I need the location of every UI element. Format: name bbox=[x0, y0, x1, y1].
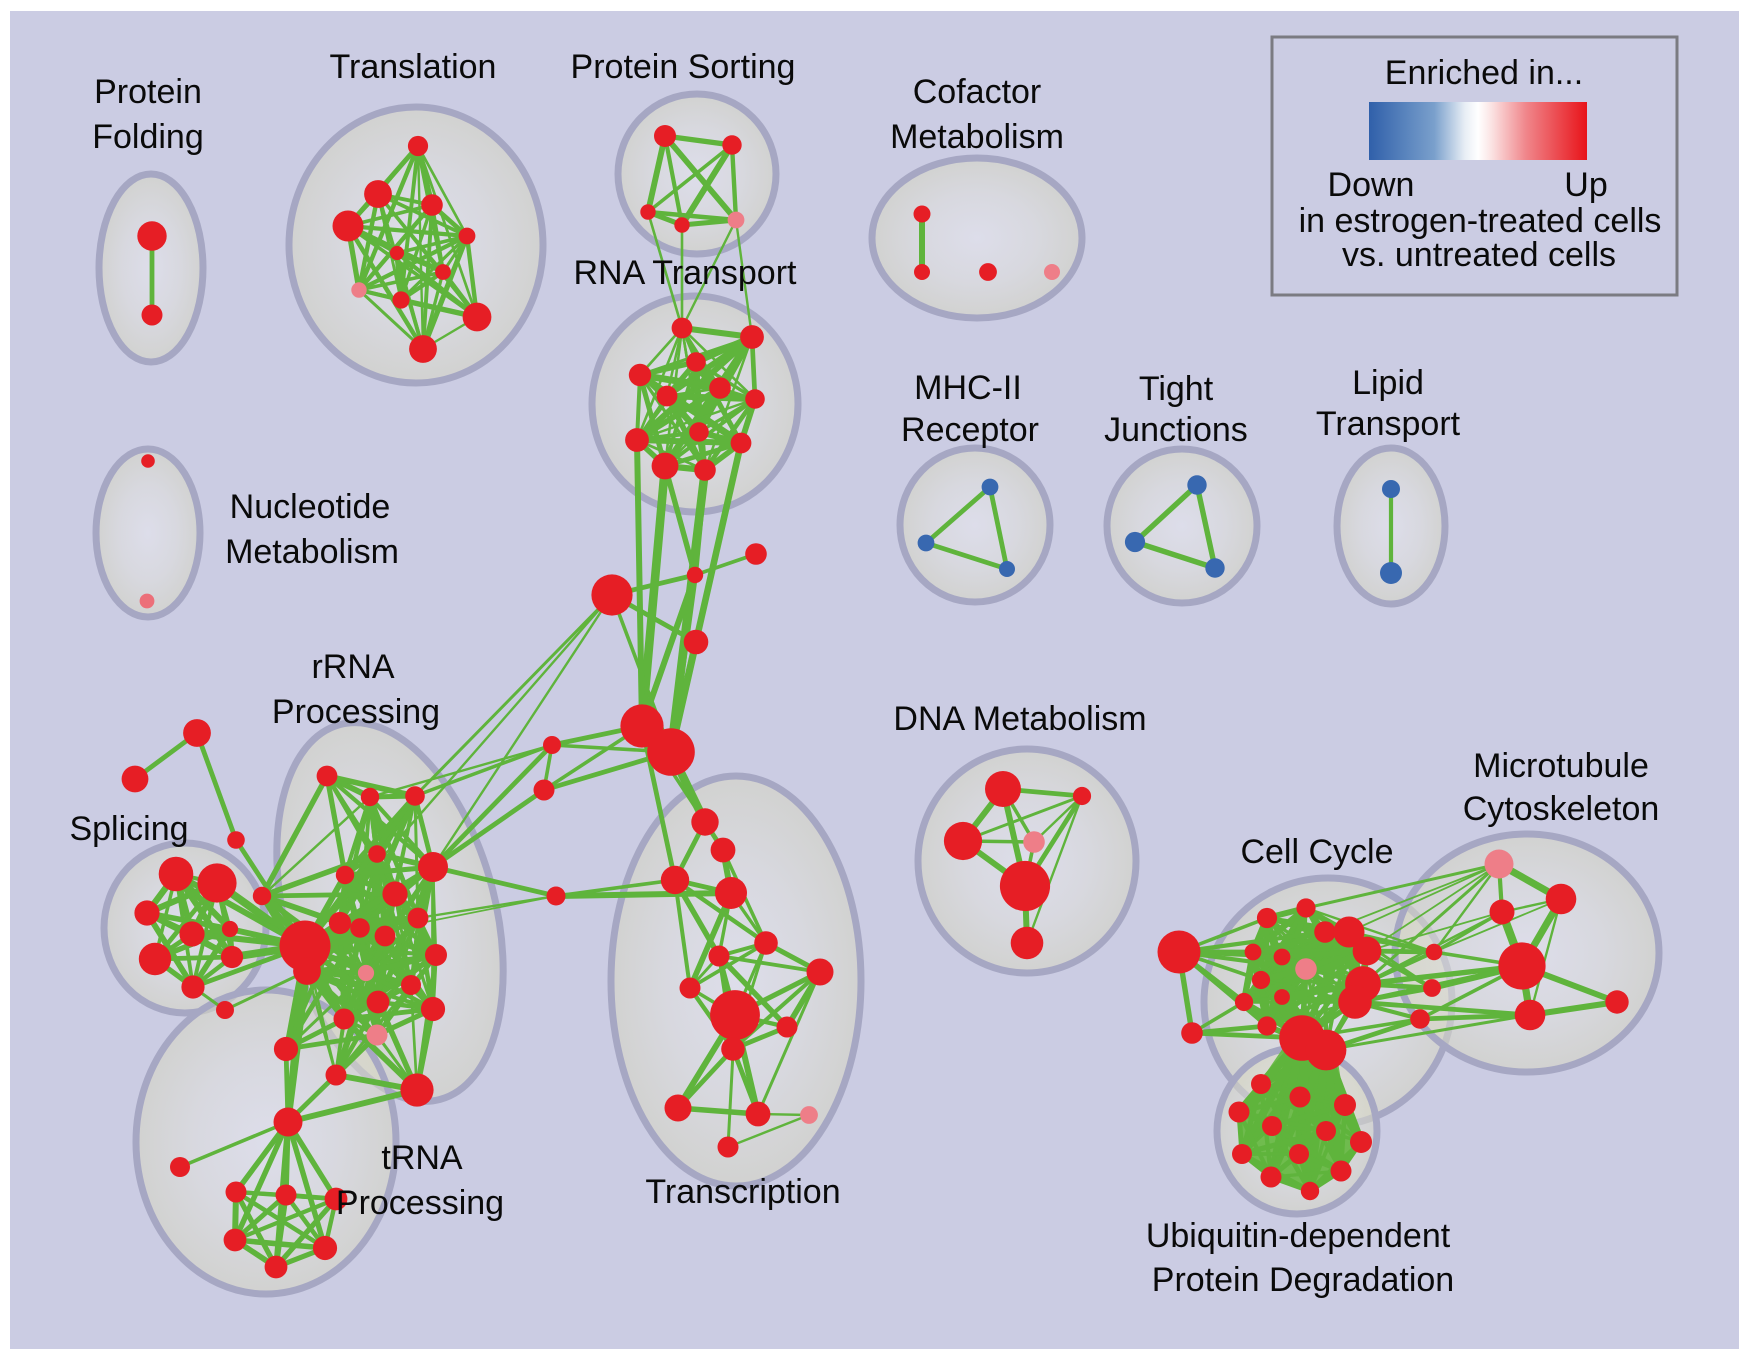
svg-text:Metabolism: Metabolism bbox=[890, 118, 1064, 156]
svg-text:Junctions: Junctions bbox=[1104, 411, 1248, 449]
svg-text:Ubiquitin-dependent: Ubiquitin-dependent bbox=[1146, 1217, 1451, 1255]
svg-text:Transcription: Transcription bbox=[645, 1173, 840, 1211]
svg-text:Down: Down bbox=[1328, 166, 1415, 204]
svg-text:Folding: Folding bbox=[92, 118, 204, 156]
svg-text:Up: Up bbox=[1564, 166, 1607, 204]
svg-text:Tight: Tight bbox=[1139, 370, 1214, 408]
svg-text:Lipid: Lipid bbox=[1352, 364, 1424, 402]
svg-text:Nucleotide: Nucleotide bbox=[230, 488, 391, 526]
svg-text:DNA Metabolism: DNA Metabolism bbox=[893, 700, 1146, 738]
svg-text:Processing: Processing bbox=[272, 693, 440, 731]
svg-text:Splicing: Splicing bbox=[69, 810, 188, 848]
svg-text:tRNA: tRNA bbox=[381, 1139, 463, 1177]
svg-text:Translation: Translation bbox=[330, 48, 497, 86]
svg-text:Microtubule: Microtubule bbox=[1473, 747, 1649, 785]
svg-text:Receptor: Receptor bbox=[901, 411, 1039, 449]
svg-text:Enriched in...: Enriched in... bbox=[1385, 54, 1583, 92]
svg-text:Protein: Protein bbox=[94, 73, 202, 111]
svg-text:RNA Transport: RNA Transport bbox=[574, 254, 798, 292]
svg-text:Protein Sorting: Protein Sorting bbox=[571, 48, 796, 86]
svg-text:rRNA: rRNA bbox=[311, 648, 394, 686]
svg-text:Cofactor: Cofactor bbox=[913, 73, 1042, 111]
svg-text:Protein Degradation: Protein Degradation bbox=[1152, 1261, 1454, 1299]
svg-text:Processing: Processing bbox=[336, 1184, 504, 1222]
svg-text:in estrogen-treated cells: in estrogen-treated cells bbox=[1299, 202, 1662, 240]
svg-text:Cytoskeleton: Cytoskeleton bbox=[1463, 790, 1660, 828]
svg-text:Metabolism: Metabolism bbox=[225, 533, 399, 571]
svg-text:vs. untreated cells: vs. untreated cells bbox=[1342, 236, 1616, 274]
svg-text:Cell Cycle: Cell Cycle bbox=[1240, 833, 1393, 871]
svg-text:MHC-II: MHC-II bbox=[914, 369, 1022, 407]
svg-text:Transport: Transport bbox=[1316, 405, 1461, 443]
